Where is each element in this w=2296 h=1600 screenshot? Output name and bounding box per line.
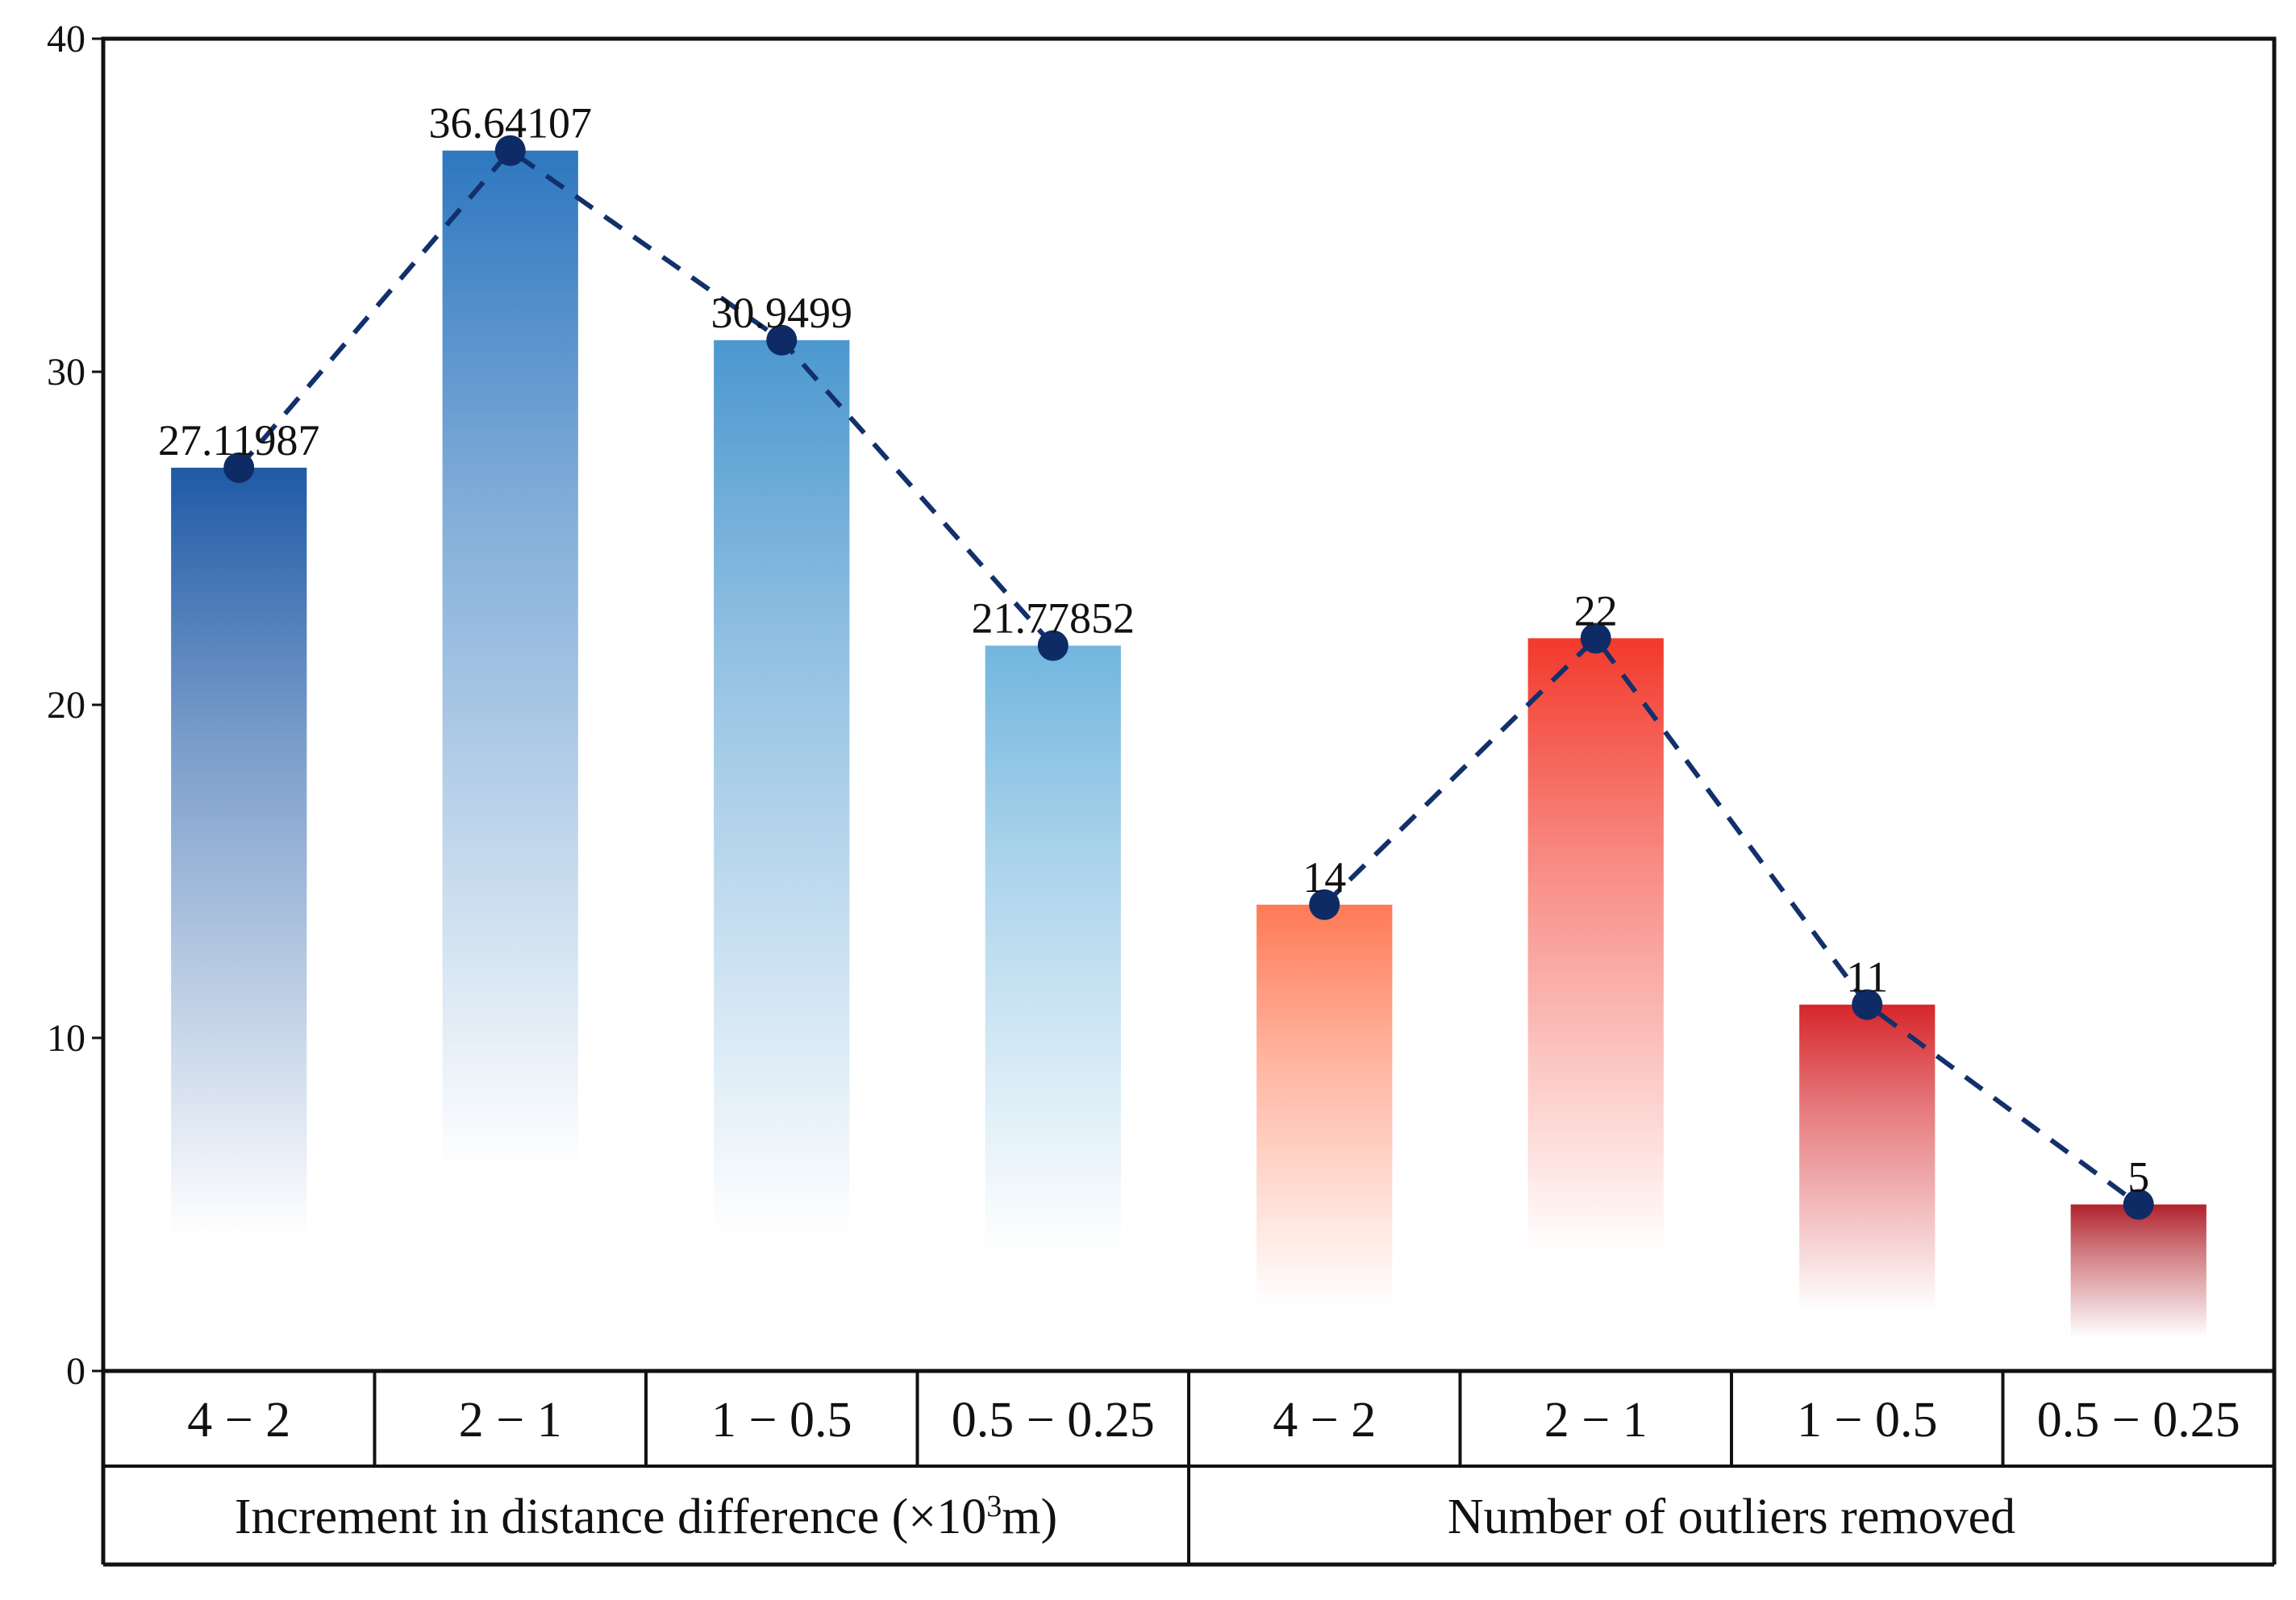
group-label: Increment in distance difference (×103m) xyxy=(235,1490,1057,1544)
data-label: 11 xyxy=(1846,953,1888,1002)
data-point xyxy=(1852,989,1883,1020)
bar xyxy=(442,150,578,1172)
data-label: 36.64107 xyxy=(429,99,593,148)
y-tick-label: 30 xyxy=(47,351,85,394)
data-label: 5 xyxy=(2127,1153,2149,1202)
plot-border xyxy=(101,36,2277,1373)
y-tick-label: 0 xyxy=(66,1350,85,1393)
bar xyxy=(1527,638,1664,1255)
category-label: 4 − 2 xyxy=(187,1393,290,1448)
trend-line xyxy=(1323,634,2140,1206)
bar xyxy=(2070,1204,2206,1338)
plot-frame xyxy=(101,36,2277,1373)
y-tick-label: 20 xyxy=(47,684,85,727)
value-labels: 27.11987 36.64107 30.9499 21.77852 14 22 11 5 xyxy=(158,99,2149,1202)
trend-lines xyxy=(223,135,2154,1220)
bar xyxy=(1799,1004,1936,1311)
category-label: 0.5 − 0.25 xyxy=(952,1393,1155,1448)
data-point xyxy=(1309,889,1340,920)
data-point xyxy=(766,324,798,356)
trend-line xyxy=(236,147,1055,648)
data-point xyxy=(1037,630,1069,661)
data-label: 27.11987 xyxy=(158,416,320,465)
category-label: 1 − 0.5 xyxy=(711,1393,852,1448)
data-point xyxy=(494,135,526,166)
data-label: 21.77852 xyxy=(972,594,1135,643)
category-label: 0.5 − 0.25 xyxy=(2037,1393,2240,1448)
data-label: 14 xyxy=(1302,853,1346,902)
category-label: 2 − 1 xyxy=(459,1393,562,1448)
bar xyxy=(1256,904,1393,1305)
bar xyxy=(985,645,1121,1255)
y-axis: 0 10 20 30 40 xyxy=(47,18,103,1393)
bars xyxy=(171,150,2206,1338)
bar xyxy=(714,340,850,1238)
data-point xyxy=(2123,1189,2154,1220)
data-point xyxy=(1580,623,1611,654)
y-tick-label: 40 xyxy=(47,18,85,60)
category-table: 4 − 2 2 − 1 1 − 0.5 0.5 − 0.25 Increment in … xyxy=(101,1371,2277,1567)
data-label: 22 xyxy=(1574,586,1618,635)
y-tick-label: 10 xyxy=(47,1017,85,1060)
category-label: 1 − 0.5 xyxy=(1797,1393,1937,1448)
data-point xyxy=(223,452,255,483)
category-label: 4 − 2 xyxy=(1273,1393,1376,1448)
data-label: 30.9499 xyxy=(711,289,853,337)
group-label: Number of outliers removed xyxy=(1448,1490,2015,1544)
bar xyxy=(171,467,307,1238)
category-label: 2 − 1 xyxy=(1544,1393,1648,1448)
